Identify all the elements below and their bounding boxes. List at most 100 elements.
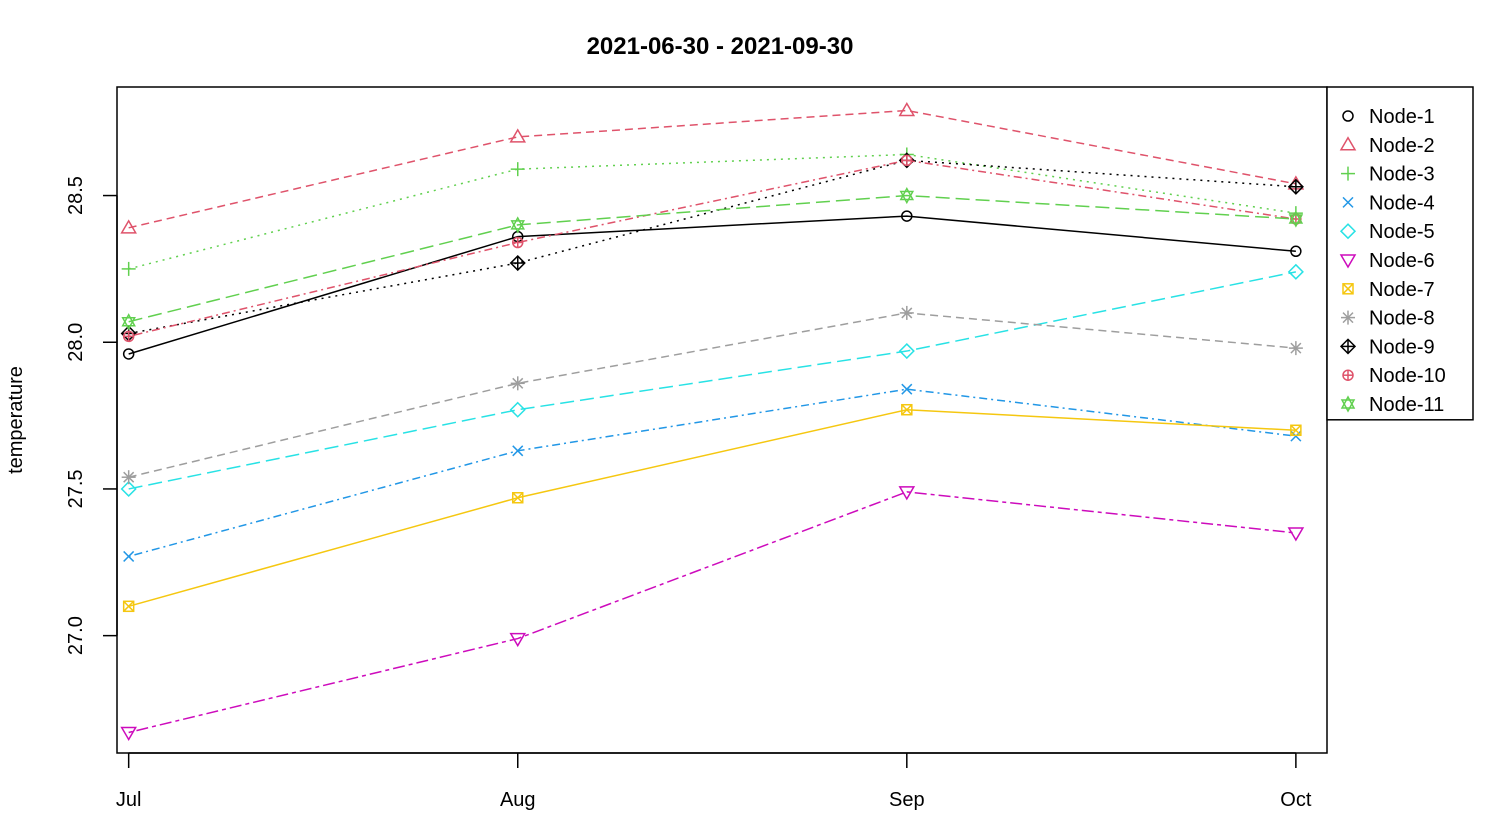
data-point <box>122 600 135 613</box>
series-node-8 <box>121 305 1303 485</box>
data-point <box>898 342 915 360</box>
data-point <box>901 403 913 416</box>
y-tick-label: 28.0 <box>65 323 87 362</box>
series-node-6 <box>120 486 1305 741</box>
data-point <box>122 348 135 360</box>
series-line <box>128 388 1296 558</box>
legend-item: Node-6 <box>1339 250 1435 272</box>
legend-marker <box>1339 338 1357 355</box>
legend-marker <box>1341 310 1355 325</box>
legend: Node-1 Node-2 Node-3 Node-4 Node-5 Node-6 Node… <box>1326 86 1474 421</box>
legend-item: Node-10 <box>1342 365 1446 387</box>
legend-label: Node-4 <box>1369 192 1435 214</box>
data-point <box>1288 210 1304 228</box>
data-point <box>1290 424 1302 437</box>
legend-label: Node-3 <box>1369 164 1435 186</box>
legend-item: Node-7 <box>1342 279 1435 301</box>
legend-label: Node-2 <box>1369 135 1435 157</box>
series-line <box>128 312 1296 478</box>
legend-label: Node-9 <box>1369 336 1435 358</box>
legend-marker <box>1339 223 1357 240</box>
series-line <box>128 153 1296 270</box>
legend-marker <box>1341 166 1355 181</box>
data-point <box>1290 245 1302 258</box>
data-point <box>901 154 913 167</box>
legend-marker <box>1342 196 1354 208</box>
data-point <box>1288 341 1303 356</box>
legend-label: Node-10 <box>1369 365 1446 387</box>
series-line <box>128 271 1297 490</box>
data-point <box>511 491 524 504</box>
x-tick-label: Jul <box>116 789 142 811</box>
series-line <box>128 159 1296 335</box>
series-line <box>128 215 1296 355</box>
data-point <box>511 236 524 249</box>
legend-label: Node-1 <box>1369 106 1435 128</box>
data-point <box>509 632 527 648</box>
series-node-9 <box>120 152 1304 342</box>
legend-label: Node-5 <box>1369 221 1435 243</box>
data-point <box>1287 178 1304 195</box>
chart-title: 2021-06-30 - 2021-09-30 <box>587 33 854 60</box>
data-point <box>510 376 525 391</box>
legend-item: Node-4 <box>1342 192 1435 214</box>
plot-area-frame <box>116 86 1328 754</box>
data-point <box>898 486 916 501</box>
series-node-2 <box>120 101 1305 234</box>
data-point <box>901 210 913 222</box>
series-line <box>128 491 1296 734</box>
series-node-1 <box>122 210 1302 360</box>
data-point <box>121 470 136 485</box>
x-tick-label: Sep <box>889 789 925 811</box>
legend-marker <box>1342 369 1354 381</box>
series-layer <box>120 101 1305 741</box>
series-line <box>128 194 1296 323</box>
data-point <box>509 254 526 272</box>
data-point <box>1287 263 1304 280</box>
legend-marker <box>1339 136 1357 151</box>
data-point <box>120 726 137 741</box>
x-axis: Jul Aug Sep Oct <box>116 752 1312 811</box>
data-point <box>510 162 525 177</box>
data-point <box>512 445 524 457</box>
y-tick-label: 27.5 <box>65 469 87 508</box>
data-point <box>898 101 916 117</box>
series-node-7 <box>122 403 1302 613</box>
series-node-11 <box>121 186 1304 331</box>
series-line <box>128 408 1296 608</box>
series-node-4 <box>123 383 1302 562</box>
y-tick-label: 27.0 <box>65 616 87 655</box>
data-point <box>1290 430 1302 442</box>
legend-label: Node-11 <box>1369 394 1444 416</box>
legend-item: Node-2 <box>1339 135 1435 157</box>
data-point <box>120 480 137 498</box>
data-point <box>509 128 527 143</box>
legend-marker <box>1339 254 1357 269</box>
legend-marker <box>1340 395 1356 413</box>
legend-marker <box>1342 283 1354 295</box>
legend-label: Node-8 <box>1369 308 1435 330</box>
data-point <box>1287 527 1305 542</box>
data-point <box>509 401 526 418</box>
data-point <box>121 261 136 276</box>
y-axis: 27.0 27.5 28.0 28.5 <box>65 176 118 655</box>
y-axis-label: temperature <box>5 366 27 474</box>
legend-item: Node-8 <box>1341 308 1435 330</box>
series-line <box>128 159 1296 338</box>
data-point <box>120 219 137 234</box>
data-point <box>899 305 914 320</box>
data-point <box>123 550 135 562</box>
data-point <box>122 330 135 343</box>
legend-marker <box>1342 110 1354 122</box>
legend-item: Node-5 <box>1339 221 1435 243</box>
data-point <box>901 383 913 395</box>
x-tick-label: Aug <box>500 789 536 811</box>
y-tick-label: 28.5 <box>65 176 87 215</box>
data-point <box>510 216 526 234</box>
series-node-10 <box>122 154 1302 343</box>
data-point <box>899 186 915 205</box>
data-point <box>121 313 136 331</box>
legend-item: Node-3 <box>1341 164 1435 186</box>
x-tick-label: Oct <box>1280 789 1312 811</box>
